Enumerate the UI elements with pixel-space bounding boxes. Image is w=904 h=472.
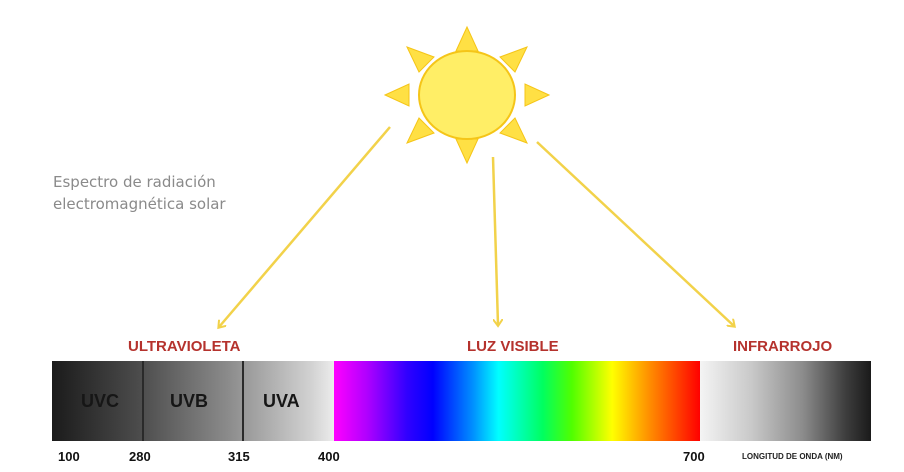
divider-uvc-uvb xyxy=(142,361,144,441)
uvb-label: UVB xyxy=(170,391,209,411)
uvc-label: UVC xyxy=(81,391,120,411)
tick-label: 100 xyxy=(58,449,80,464)
arrow-to-ultraviolet xyxy=(219,126,391,327)
sun-icon xyxy=(383,25,551,165)
spectrum-bar: UVC UVB UVA xyxy=(52,361,871,441)
sun-disc xyxy=(418,50,516,140)
sun-rays xyxy=(383,25,551,165)
ultraviolet-band xyxy=(52,361,334,441)
visible-band xyxy=(334,361,700,441)
divider-uvb-uva xyxy=(242,361,244,441)
tick-label: 700 xyxy=(683,449,705,464)
tick-label: 315 xyxy=(228,449,250,464)
region-label-ultraviolet: ULTRAVIOLETA xyxy=(128,338,241,355)
region-label-visible: LUZ VISIBLE xyxy=(467,338,559,355)
uva-label: UVA xyxy=(263,391,300,411)
radiation-arrows xyxy=(219,126,734,327)
region-label-infrared: INFRARROJO xyxy=(733,338,833,355)
arrow-to-visible xyxy=(491,156,498,325)
arrow-to-infrared xyxy=(536,141,734,326)
caption-line-2: electromagnética solar xyxy=(53,195,226,213)
infrared-band xyxy=(700,361,871,441)
tick-label: 400 xyxy=(318,449,340,464)
caption-line-1: Espectro de radiación xyxy=(53,173,216,191)
diagram-caption: Espectro de radiación electromagnética s… xyxy=(53,171,226,215)
tick-label: 280 xyxy=(129,449,151,464)
wavelength-axis-label: LONGITUD DE ONDA (NM) xyxy=(742,452,843,461)
